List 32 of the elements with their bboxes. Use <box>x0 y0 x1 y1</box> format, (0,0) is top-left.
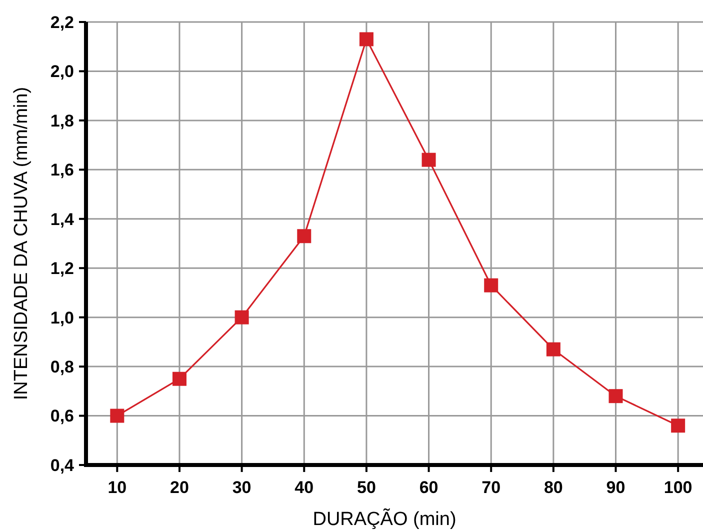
point <box>608 389 623 404</box>
x-tick-label: 20 <box>170 478 189 497</box>
y-tick-label: 1,0 <box>50 308 74 328</box>
y-tick-label: 0,8 <box>50 358 74 377</box>
y-tick-label: 2,0 <box>50 62 74 82</box>
y-tick-label: 1,2 <box>50 259 74 278</box>
x-tick-label: 70 <box>482 478 501 497</box>
point <box>671 418 686 433</box>
point <box>297 229 312 244</box>
y-tick-label: 1,8 <box>50 111 74 130</box>
point <box>546 342 560 356</box>
point <box>234 310 249 324</box>
y-axis-title: INTENSIDADE DA CHUVA (mm/min) <box>11 86 32 400</box>
point <box>422 152 436 167</box>
point <box>359 32 374 46</box>
x-tick-label: 40 <box>294 478 314 497</box>
x-axis-title: DURAÇÃO (min) <box>312 508 456 530</box>
y-tick-label: 1,4 <box>50 210 75 229</box>
x-tick-label: 100 <box>664 478 692 497</box>
y-tick-label: 0,4 <box>50 456 75 475</box>
x-tick-label: 80 <box>544 478 563 497</box>
y-tick-label: 1,6 <box>50 160 74 180</box>
x-tick-label: 10 <box>108 478 127 497</box>
y-tick-label: 0,6 <box>50 406 74 426</box>
x-tick-label: 30 <box>232 478 252 497</box>
x-tick-label: 50 <box>356 478 376 497</box>
y-tick-label: 2,2 <box>50 12 74 32</box>
point <box>110 408 124 423</box>
x-tick-label: 60 <box>419 478 438 497</box>
point <box>172 372 186 386</box>
point <box>484 278 498 292</box>
x-tick-label: 90 <box>606 478 626 497</box>
